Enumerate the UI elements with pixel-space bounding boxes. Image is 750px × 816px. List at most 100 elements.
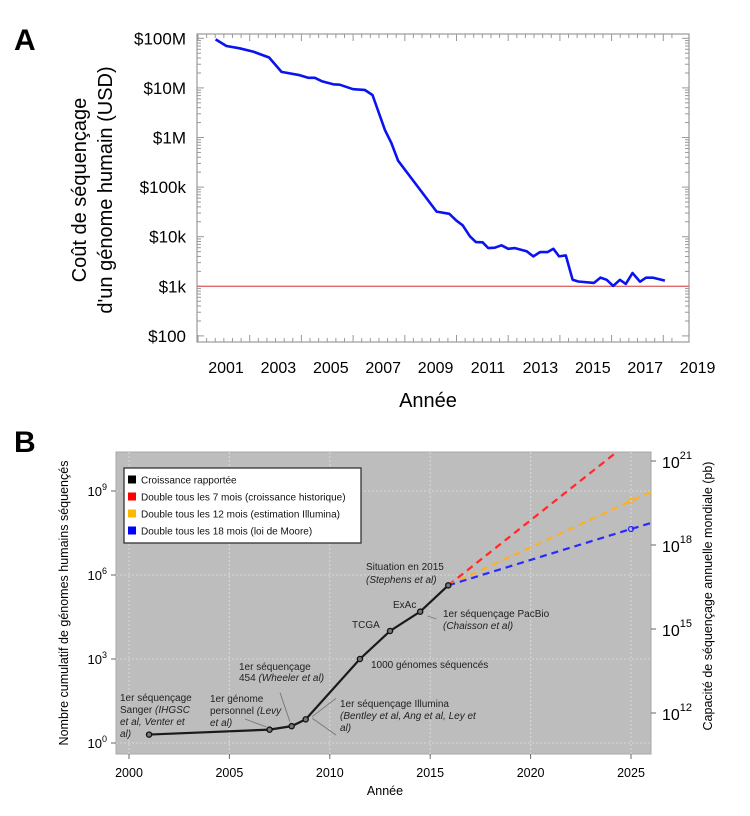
tick-base: 10 xyxy=(88,652,102,667)
y-tick-label-left: 106 xyxy=(88,566,107,583)
x-tick-label: 2019 xyxy=(680,360,716,377)
annotation-text: 1er séquençage xyxy=(120,693,192,704)
reported-growth-point xyxy=(356,655,364,663)
annotation-situation-2015-citation: (Stephens et al) xyxy=(366,575,437,586)
x-tick-label: 2005 xyxy=(313,360,349,377)
annotation-illumina: 1er séquençage Illumina xyxy=(340,699,449,710)
panel-a-x-tick-labels: 2001 2003 2005 2007 2009 2011 2013 2015 2017 2019 xyxy=(208,360,715,377)
y-tick-label-right: 1012 xyxy=(662,702,692,724)
tick-exponent: 0 xyxy=(102,734,107,744)
panel-a-x-axis-title: Année xyxy=(399,390,457,412)
x-tick-label: 2025 xyxy=(617,766,645,780)
annotation-citation: (Stephens et al) xyxy=(366,575,437,586)
y-tick-label-left: 109 xyxy=(88,482,107,499)
tick-exponent: 18 xyxy=(680,534,692,546)
panel-a-chart: $100M$10M$1M$100k$10k$1k$100 2001 2003 200… xyxy=(69,29,715,412)
tick-exponent: 21 xyxy=(680,450,692,462)
tick-exponent: 9 xyxy=(102,482,107,492)
annotation-sanger-2: Sanger (IHGSC xyxy=(120,705,191,716)
annotation-citation: et al) xyxy=(210,718,232,729)
annotation-leader-line xyxy=(311,697,337,718)
annotation-text: Situation en 2015 xyxy=(366,562,444,573)
legend-label: Double tous les 18 mois (loi de Moore) xyxy=(141,527,312,538)
annotation-personal-genome: 1er génome xyxy=(210,694,264,705)
x-tick-label: 2010 xyxy=(316,766,344,780)
annotation-citation: al) xyxy=(120,729,131,740)
x-tick-label: 2015 xyxy=(575,360,611,377)
annotation-pacbio: 1er séquençage PacBio xyxy=(443,609,550,620)
annotation-sanger: 1er séquençage xyxy=(120,693,192,704)
annotation-citation: (Levy xyxy=(257,706,282,717)
annotation-personal-genome-2: personnel (Levy xyxy=(210,706,282,717)
tick-base: 10 xyxy=(88,568,102,583)
reported-growth-point xyxy=(302,716,309,723)
tick-base: 10 xyxy=(662,455,680,472)
x-tick-label: 2015 xyxy=(416,766,444,780)
y-tick-label: $100k xyxy=(140,178,187,197)
panel-a-y-axis-title: Coût de séquençage d'un génome humain (U… xyxy=(69,66,117,313)
annotation-citation: (Chaisson et al) xyxy=(443,621,513,632)
y-title-line-2: d'un génome humain (USD) xyxy=(95,66,117,313)
annotation-personal-genome-3: et al) xyxy=(210,718,232,729)
projection-marker xyxy=(627,525,635,533)
y-tick-label-right: 1021 xyxy=(662,450,692,472)
legend: Croissance rapportée Double tous les 7 mo… xyxy=(123,467,362,544)
annotation-text: ExAc xyxy=(393,600,416,611)
annotation-pacbio-citation: (Chaisson et al) xyxy=(443,621,513,632)
annotation-leader-line xyxy=(427,615,437,620)
annotation-454: 1er séquençage xyxy=(239,662,311,673)
tick-exponent: 3 xyxy=(102,650,107,660)
y-tick-label: $1k xyxy=(159,277,187,296)
annotation-citation: al) xyxy=(340,723,351,734)
reported-growth-point xyxy=(416,608,424,615)
annotation-leader-line xyxy=(311,717,337,736)
annotation-citation: (IHGSC xyxy=(155,705,191,716)
tick-base: 10 xyxy=(662,623,680,640)
y-tick-label-left: 100 xyxy=(88,734,107,751)
annotation-text: personnel xyxy=(210,706,257,717)
tick-exponent: 15 xyxy=(680,618,692,630)
reported-growth-point xyxy=(445,582,452,589)
x-tick-label: 2001 xyxy=(208,360,244,377)
annotation-text: 1er séquençage Illumina xyxy=(340,699,449,710)
annotation-sanger-3: et al, Venter et xyxy=(120,717,186,728)
x-tick-label: 2011 xyxy=(471,360,506,377)
cost-series-line xyxy=(214,38,666,288)
x-tick-label: 2000 xyxy=(115,766,143,780)
y-tick-label-right: 1018 xyxy=(662,534,692,556)
annotation-454-citation: 454 (Wheeler et al) xyxy=(239,673,324,684)
reported-growth-point xyxy=(266,726,273,733)
panel-b-y-axis-title-right: Capacité de séquençage annuelle mondiale… xyxy=(701,462,715,731)
legend-label: Croissance rapportée xyxy=(141,476,237,487)
tick-base: 10 xyxy=(88,484,102,499)
annotation-leader-line xyxy=(279,692,291,722)
annotation-situation-2015: Situation en 2015 xyxy=(366,562,444,573)
legend-swatch xyxy=(128,509,136,518)
tick-base: 10 xyxy=(88,736,102,751)
annotation-citation: et al, Venter et xyxy=(120,717,186,728)
reported-growth-point xyxy=(386,627,394,635)
annotation-text: 1er séquençage xyxy=(239,662,311,673)
tick-exponent: 6 xyxy=(102,566,107,576)
panel-a-ticks xyxy=(197,34,689,342)
tick-base: 10 xyxy=(662,707,680,724)
annotation-text: 1er séquençage PacBio xyxy=(443,609,550,620)
panel-b-chart: 2000 2005 2010 2015 2020 20251001031061091012… xyxy=(57,450,715,798)
y-tick-label-right: 1015 xyxy=(662,618,692,640)
annotation-text: Sanger xyxy=(120,705,155,716)
y-tick-label: $10k xyxy=(149,228,186,247)
tick-base: 10 xyxy=(662,539,680,556)
panel-b-annotations: Situation en 2015 (Stephens et al) ExAc 1er… xyxy=(120,562,550,740)
legend-swatch xyxy=(128,475,136,484)
y-tick-label: $1M xyxy=(153,129,186,148)
y-tick-label: $10M xyxy=(143,79,186,98)
panel-b-x-axis-title: Année xyxy=(367,784,403,798)
annotation-citation: (Bentley et al, Ang et al, Ley et xyxy=(340,711,477,722)
projection-line-3 xyxy=(447,521,651,587)
tick-exponent: 12 xyxy=(680,702,692,714)
panel-label-b: B xyxy=(14,426,36,459)
x-tick-label: 2013 xyxy=(523,360,559,377)
y-tick-label-left: 103 xyxy=(88,650,107,667)
panel-a-plot-area xyxy=(196,33,690,343)
